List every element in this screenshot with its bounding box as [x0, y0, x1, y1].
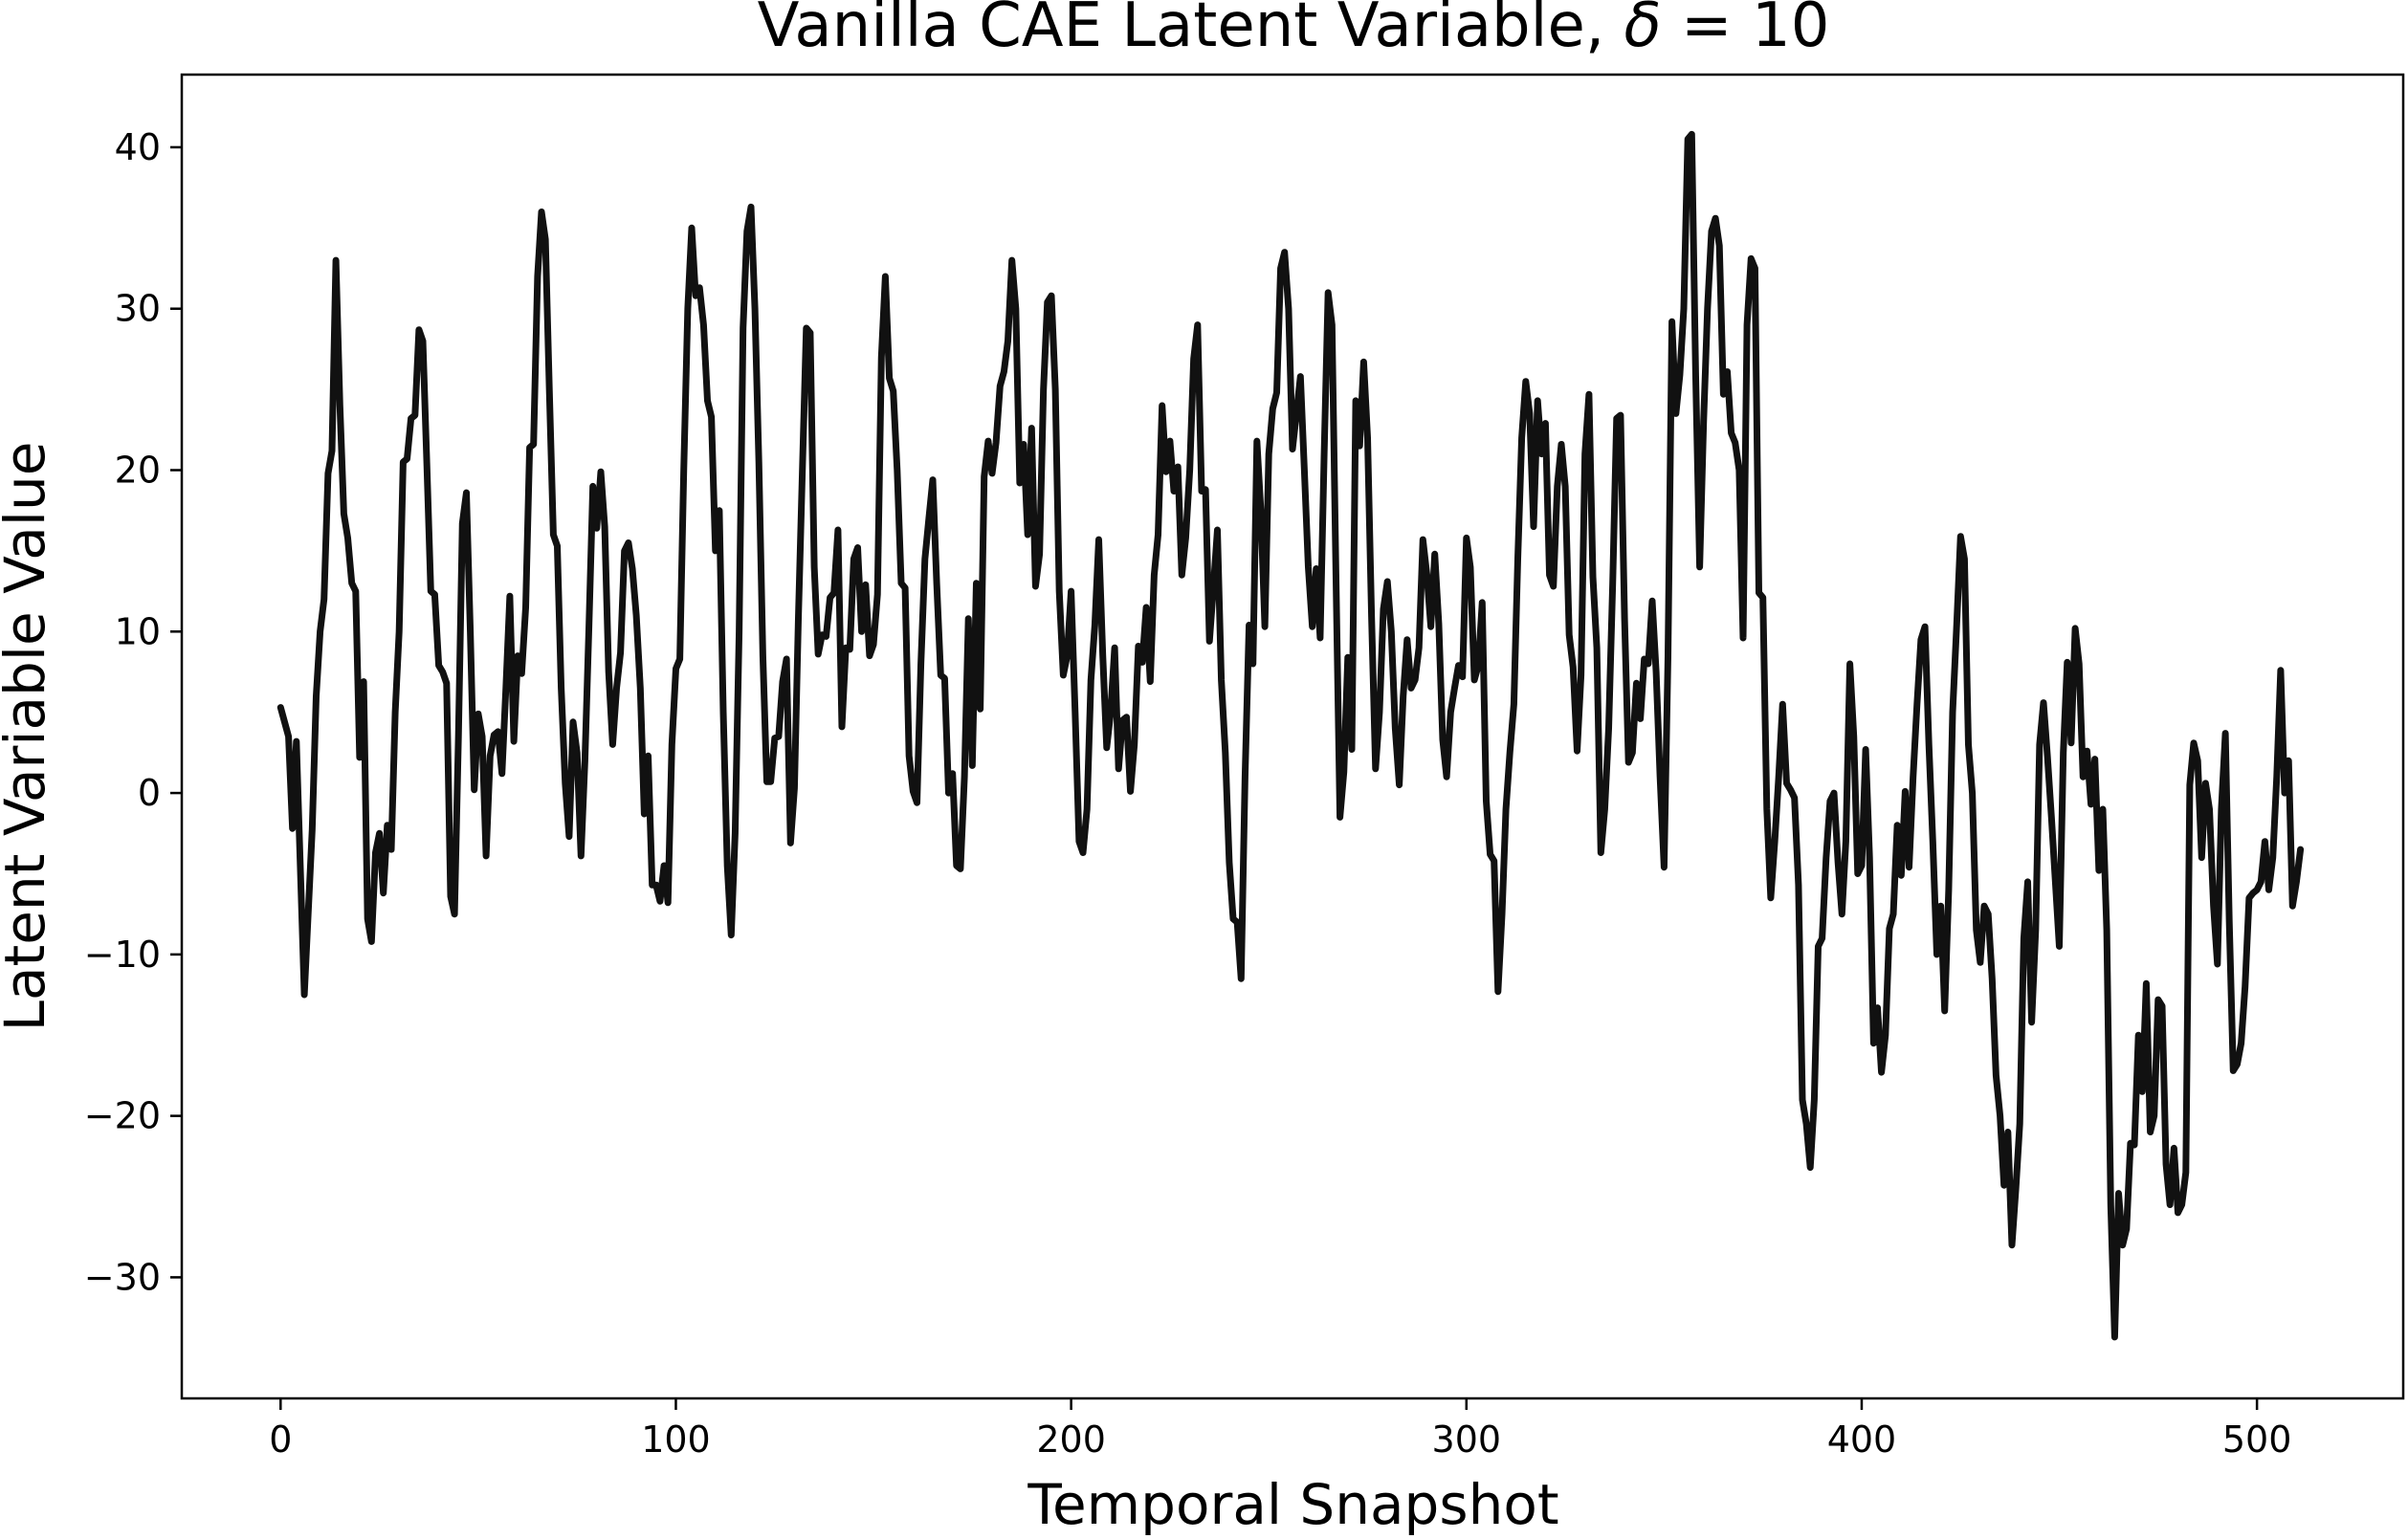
y-tick-label: 20 — [115, 450, 161, 492]
chart-title-main: Vanilla CAE Latent Variable, — [758, 0, 1624, 61]
chart-title: Vanilla CAE Latent Variable, δ = 10 — [758, 0, 1830, 61]
chart-title-symbol: δ — [1624, 0, 1662, 61]
y-tick-label: 10 — [115, 610, 161, 652]
x-axis-label: Temporal Snapshot — [1027, 1472, 1558, 1537]
x-tick-label: 500 — [2222, 1418, 2292, 1461]
data-series-line — [276, 130, 2305, 1341]
x-tick-label: 200 — [1036, 1418, 1106, 1461]
x-tick-label: 300 — [1432, 1418, 1502, 1461]
y-tick-label: 40 — [115, 126, 161, 168]
y-tick-label: −30 — [84, 1256, 161, 1298]
x-tick-label: 0 — [269, 1418, 292, 1461]
plot-area-frame — [180, 73, 2405, 1400]
y-tick-label: −20 — [84, 1095, 161, 1137]
x-tick-label: 400 — [1827, 1418, 1897, 1461]
chart-title-tail: = 10 — [1662, 0, 1830, 61]
axis-ticks: 0 100 200 300 400 500 −30 −20 −10 0 10 20 30 40 — [84, 126, 2292, 1461]
x-tick-label: 100 — [641, 1418, 711, 1461]
y-tick-label: −10 — [84, 934, 161, 976]
y-tick-label: 30 — [115, 288, 161, 330]
y-axis-label: Latent Variable Value — [0, 442, 57, 1032]
y-tick-label: 0 — [138, 772, 161, 814]
